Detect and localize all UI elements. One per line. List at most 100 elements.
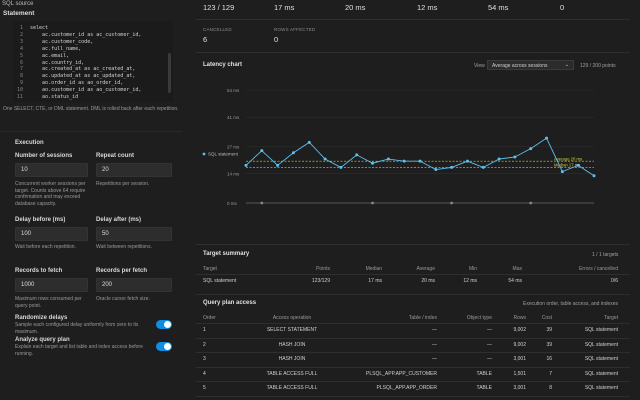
y-tick-label: 27 ms: [227, 144, 240, 149]
records-label: Records to fetch: [15, 268, 63, 274]
delay-before-hint: Wait before each repetition.: [15, 244, 76, 250]
data-point: [465, 159, 469, 163]
records-hint: Maximum rows consumed per query point.: [15, 296, 82, 309]
editor-line-number: 9: [19, 80, 23, 87]
repeat-input[interactable]: 20: [96, 163, 172, 177]
stats-divider-2: [196, 52, 630, 53]
delay-after-input[interactable]: 50: [96, 227, 172, 241]
table-cell: 17 ms: [368, 278, 382, 284]
table-cell: TABLE: [476, 370, 492, 377]
per-fetch-input[interactable]: 200: [96, 278, 172, 292]
analyze-label: Analyze query plan: [15, 337, 70, 343]
reference-line-label: Average 20 ms: [554, 156, 582, 161]
stats-divider: [196, 19, 630, 20]
legend-label: SQL statement: [208, 152, 239, 157]
data-point: [402, 159, 406, 163]
editor-line-number: 4: [19, 45, 23, 52]
target-summary-table: Target Points Median Average Min Max Errors / …: [182, 262, 640, 290]
column-header[interactable]: Points: [316, 266, 330, 272]
table-cell: 1,501: [513, 370, 526, 377]
table-cell: —: [487, 341, 492, 348]
records-input[interactable]: 1000: [15, 278, 88, 292]
stat-value: 17 ms: [274, 3, 295, 12]
editor-line-number: 11: [16, 94, 23, 100]
table-cell: 20 ms: [421, 278, 435, 284]
analyze-toggle[interactable]: [156, 342, 172, 351]
column-header[interactable]: Table / index: [408, 315, 437, 321]
editor-code-line: select: [30, 25, 49, 31]
table-row-divider: [196, 366, 630, 368]
column-header[interactable]: Max: [512, 266, 522, 272]
column-header[interactable]: Target: [604, 315, 618, 321]
column-header[interactable]: Rows: [513, 315, 526, 321]
x-axis-marker: [371, 201, 374, 205]
delay-after-label: Delay after (ms): [96, 217, 142, 223]
table-row-divider: [196, 381, 630, 382]
randomize-toggle[interactable]: [156, 320, 172, 329]
repeat-hint: Repetitions per session.: [96, 181, 150, 187]
editor-line-number: 1: [19, 25, 23, 31]
editor-code-line: ac.full_name,: [30, 45, 82, 52]
table-cell: 8: [549, 385, 552, 391]
data-point: [244, 163, 248, 167]
section-divider: [0, 131, 182, 132]
latency-chart-title: Latency chart: [203, 62, 243, 68]
x-axis-marker: [450, 201, 454, 205]
table-cell: —: [432, 327, 437, 333]
target-count: 1 / 1 targets: [592, 252, 619, 258]
stat-value: 0: [560, 3, 565, 12]
statement-label: Statement: [3, 10, 35, 17]
column-header[interactable]: Average: [416, 266, 435, 272]
column-header[interactable]: Errors / cancelled: [579, 266, 618, 272]
editor-scrollbar[interactable]: [168, 53, 171, 93]
data-point: [450, 165, 454, 169]
data-point: [260, 149, 264, 153]
statement-hint: One SELECT, CTE, or DML statement. DML i…: [3, 106, 179, 112]
table-cell: TABLE ACCESS FULL: [266, 385, 318, 391]
data-point: [323, 157, 327, 161]
analyze-hint: Explain each target and list table and i…: [15, 344, 143, 357]
latency-chart: 54 ms 41 ms 27 ms 14 ms 0 ms Average 20 ms Med…: [202, 88, 596, 206]
reference-line-label: Median 17 ms: [554, 163, 580, 168]
column-header[interactable]: Order: [203, 315, 216, 321]
column-header[interactable]: Object type: [466, 315, 492, 321]
editor-line-number: 3: [19, 38, 23, 45]
data-point: [513, 155, 517, 159]
editor-code-line: ac.customer_id as ac_customer_id,: [30, 31, 142, 38]
y-tick-label: 54 ms: [227, 88, 240, 93]
sql-editor[interactable]: 1 select 2 ac.customer_id as ac_customer_i…: [13, 21, 173, 102]
column-header[interactable]: Min: [468, 266, 477, 272]
editor-code-line: ac.created_at as ac_created_at,: [30, 66, 136, 73]
column-header[interactable]: Access operation: [272, 315, 312, 321]
per-fetch-label: Records per fetch: [96, 268, 148, 274]
table-cell: SELECT STATEMENT: [266, 327, 318, 333]
table-cell: 39: [546, 327, 552, 333]
table-cell: 54 ms: [508, 278, 522, 284]
table-cell: PLSQL_APP.APP_ORDER: [376, 385, 438, 391]
sessions-input[interactable]: 10: [15, 163, 88, 177]
editor-line-number: 2: [19, 31, 23, 38]
editor-code-line: ac.updated_at as ac_updated_at,: [30, 73, 136, 80]
table-cell: 12 ms: [463, 278, 477, 284]
data-point: [371, 161, 375, 165]
sessions-hint: Concurrent worker sessions per target. C…: [15, 181, 86, 207]
stat-value: 123 / 129: [203, 3, 235, 12]
delay-before-label: Delay before (ms): [15, 217, 66, 223]
chevron-down-icon: ⌄: [564, 62, 569, 68]
editor-code-line: ao.order_id as ao_order_id,: [30, 80, 124, 87]
editor-line-number: 8: [19, 73, 23, 80]
column-header[interactable]: Median: [365, 266, 382, 272]
table-cell: 0/6: [611, 278, 618, 284]
view-select-value: Average across sessions: [492, 63, 548, 69]
data-point: [529, 147, 533, 151]
view-select[interactable]: Average across sessions ⌄: [487, 60, 574, 70]
table-cell: SQL statement: [203, 278, 237, 284]
editor-code-line: ac.country_id,: [30, 59, 85, 66]
column-header[interactable]: Cost: [541, 315, 552, 321]
table-cell: 3: [203, 356, 206, 362]
data-point: [560, 170, 564, 174]
sql-source-title: SQL source: [2, 1, 34, 7]
column-header[interactable]: Target: [203, 266, 217, 272]
delay-before-input[interactable]: 100: [15, 227, 88, 241]
editor-code-line: ac.email,: [30, 52, 70, 59]
